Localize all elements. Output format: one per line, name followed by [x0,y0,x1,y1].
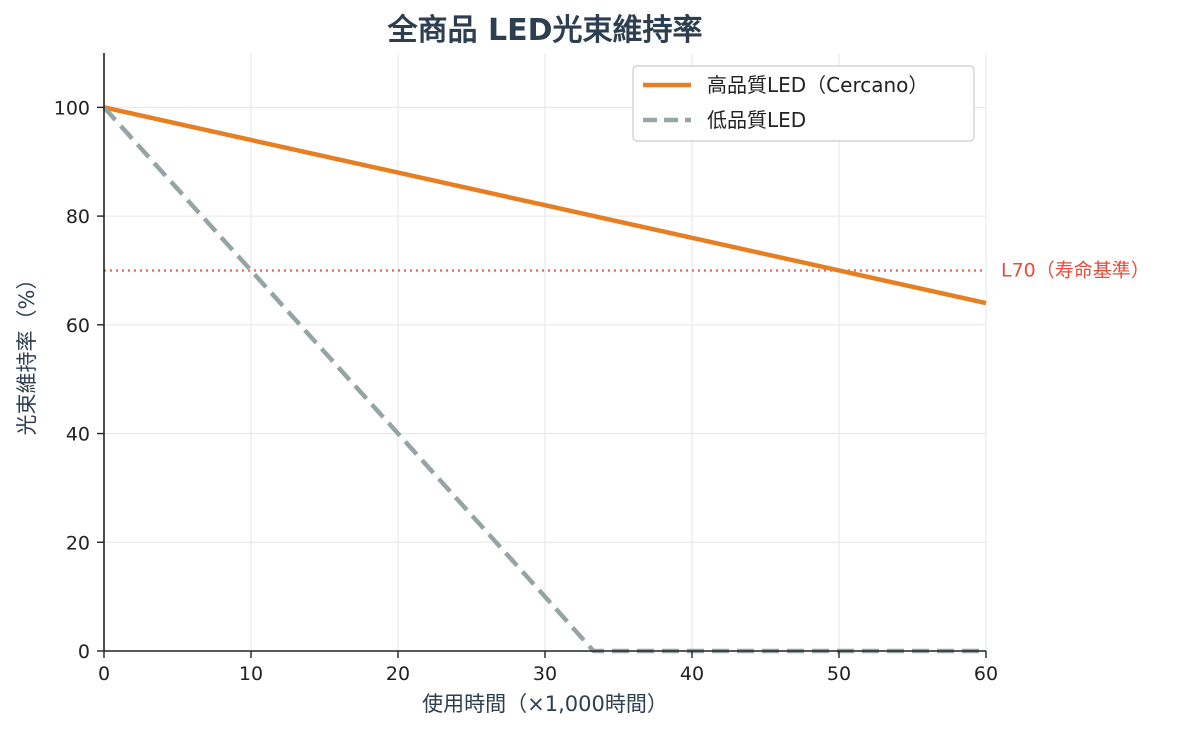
chart-title: 全商品 LED光束維持率 [387,13,703,48]
legend-box [632,65,975,142]
legend: 高品質LED（Cercano） 低品質LED [632,65,975,142]
x-tick-label: 40 [680,663,704,685]
x-tick-label: 10 [239,663,263,685]
x-tick-label: 60 [974,663,998,685]
y-tick-label: 80 [66,206,90,228]
y-tick-label: 60 [66,315,90,337]
x-axis-label: 使用時間（×1,000時間） [422,692,668,716]
legend-label-high-quality: 高品質LED（Cercano） [707,73,928,97]
x-tick-label: 20 [386,663,410,685]
y-tick-label: 20 [66,532,90,554]
x-tick-label: 50 [827,663,851,685]
series-line-0 [103,105,987,306]
y-tick-label: 100 [54,97,90,119]
x-tick-label: 0 [98,663,110,685]
y-axis-label: 光束維持率（%） [15,269,39,436]
legend-label-low-quality: 低品質LED [707,108,806,132]
ticks: 0 10 20 30 40 50 60 0 20 40 60 80 100 [54,97,998,685]
y-tick-label: 40 [66,424,90,446]
y-tick-label: 0 [78,641,90,663]
grid [103,53,987,652]
l70-reference-label: L70（寿命基準） [1001,259,1150,281]
x-tick-label: 30 [533,663,557,685]
